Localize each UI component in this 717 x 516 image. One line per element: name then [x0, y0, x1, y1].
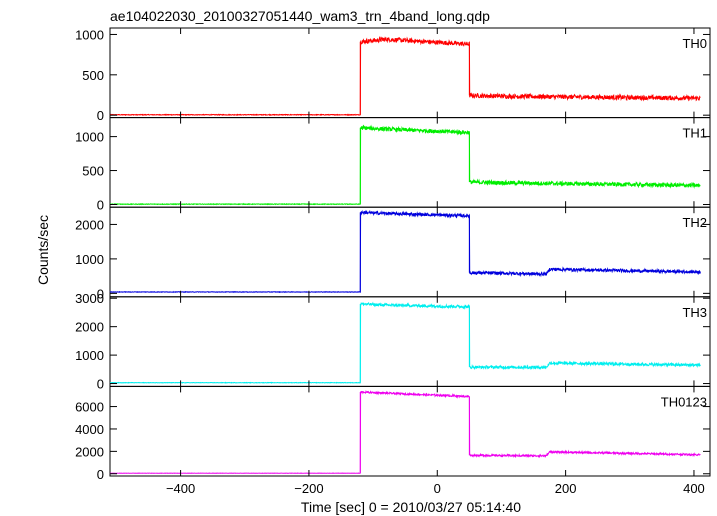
series-th3 — [109, 301, 701, 384]
y-tick-label: 3000 — [75, 291, 104, 306]
panel-frame — [109, 385, 711, 477]
x-tick-label: 200 — [555, 481, 577, 496]
panel-frame — [109, 296, 711, 387]
x-tick-label: 400 — [683, 481, 705, 496]
y-tick-label: 0 — [97, 467, 104, 482]
panel-th3: 0 1000 2000 3000 TH3 — [75, 291, 711, 392]
y-axis-title: Counts/sec — [35, 215, 51, 285]
panel-th0123: 0 2000 4000 6000 TH0123 — [75, 385, 711, 482]
series-th1 — [109, 124, 701, 206]
y-tick-label: 0 — [97, 286, 104, 301]
y-tick-label: 1000 — [75, 130, 104, 145]
panel-th0: 0 500 1000 TH0 — [75, 27, 711, 123]
panel-th1: 0 500 1000 TH1 — [75, 117, 711, 212]
y-tick-label: 4000 — [75, 422, 104, 437]
panel-label: TH3 — [682, 305, 707, 320]
panel-label: TH1 — [682, 126, 707, 141]
y-tick-label: 2000 — [75, 444, 104, 459]
y-tick-label: 500 — [82, 164, 104, 179]
y-tick-label: 0 — [97, 197, 104, 212]
x-axis-title: Time [sec] 0 = 2010/03/27 05:14:40 — [301, 499, 521, 515]
y-tick-label: 1000 — [75, 27, 104, 42]
series-th0 — [109, 35, 701, 117]
panel-label: TH0123 — [661, 394, 707, 409]
series-th2 — [109, 209, 701, 294]
x-tick-label: 0 — [434, 481, 441, 496]
y-tick-label: 0 — [97, 108, 104, 123]
y-tick-label: 2000 — [75, 217, 104, 232]
x-tick-label: −200 — [294, 481, 323, 496]
panel-frame — [109, 206, 711, 298]
panel-th2: 0 1000 2000 TH2 — [75, 206, 711, 301]
series-th0123 — [109, 390, 701, 474]
y-tick-label: 6000 — [75, 400, 104, 415]
y-tick-label: 1000 — [75, 348, 104, 363]
panel-label: TH0 — [682, 36, 707, 51]
panel-label: TH2 — [682, 215, 707, 230]
y-tick-label: 0 — [97, 377, 104, 392]
y-tick-label: 500 — [82, 68, 104, 83]
plot-title: ae104022030_20100327051440_wam3_trn_4ban… — [110, 8, 490, 24]
x-tick-label: −400 — [166, 481, 195, 496]
y-tick-label: 1000 — [75, 252, 104, 267]
y-tick-label: 2000 — [75, 320, 104, 335]
